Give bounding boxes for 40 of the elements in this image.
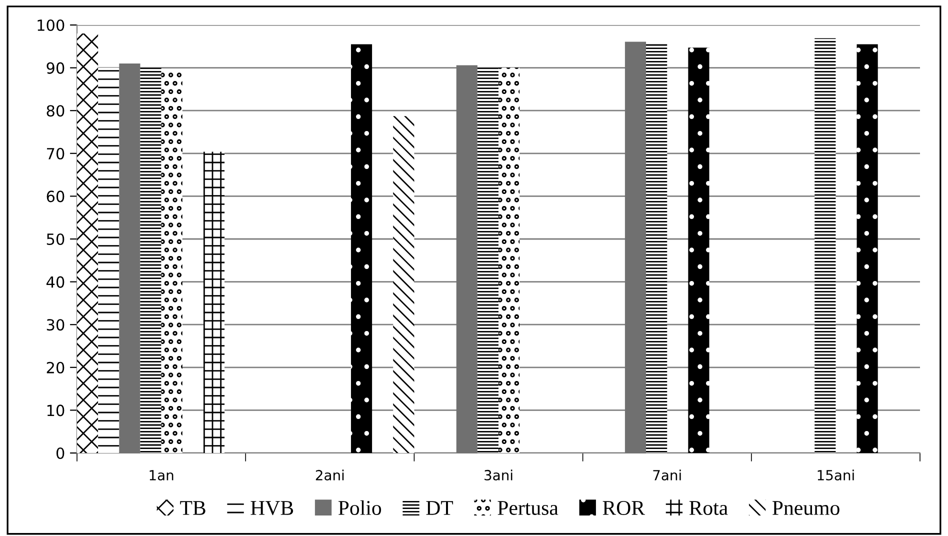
y-tick-label: 20 xyxy=(46,362,64,374)
legend-label: Polio xyxy=(338,500,382,515)
x-tick-label: 3ani xyxy=(484,470,512,480)
y-tick-label: 70 xyxy=(47,148,64,160)
bar xyxy=(498,68,520,453)
bar xyxy=(477,68,498,453)
bar xyxy=(456,65,478,453)
bar xyxy=(161,70,182,453)
bar xyxy=(814,38,836,453)
legend-label: Pneumo xyxy=(772,501,840,515)
bar xyxy=(119,64,140,453)
legend-label: ROR xyxy=(602,500,646,515)
y-tick-label: 10 xyxy=(47,404,64,416)
legend-label: TB xyxy=(180,501,206,515)
bar xyxy=(393,116,414,453)
y-tick-label: 40 xyxy=(46,276,64,288)
bar xyxy=(856,44,878,453)
bar xyxy=(98,68,120,453)
legend-label: Pertusa xyxy=(498,501,558,515)
bar xyxy=(140,68,162,453)
legend-label: Rota xyxy=(689,501,728,515)
y-tick-label: 60 xyxy=(46,190,64,202)
y-tick-label: 0 xyxy=(56,447,64,460)
bar xyxy=(624,42,646,453)
x-tick-label: 7ani xyxy=(653,470,681,480)
bar xyxy=(688,48,710,453)
bar xyxy=(646,43,668,453)
y-tick-label: 50 xyxy=(46,233,64,246)
legend-label: HVB xyxy=(250,501,294,516)
x-tick-label: 2ani xyxy=(316,470,344,480)
y-tick-label: 90 xyxy=(46,62,64,74)
x-tick-label: 1an xyxy=(150,470,174,480)
bar xyxy=(203,152,225,453)
y-tick-label: 100 xyxy=(38,19,64,32)
legend-label: DT xyxy=(426,501,454,515)
y-tick-label: 30 xyxy=(46,319,64,331)
y-tick-label: 80 xyxy=(46,105,64,117)
bar xyxy=(350,44,372,453)
bar xyxy=(77,34,98,453)
x-tick-label: 15ani xyxy=(818,470,854,480)
